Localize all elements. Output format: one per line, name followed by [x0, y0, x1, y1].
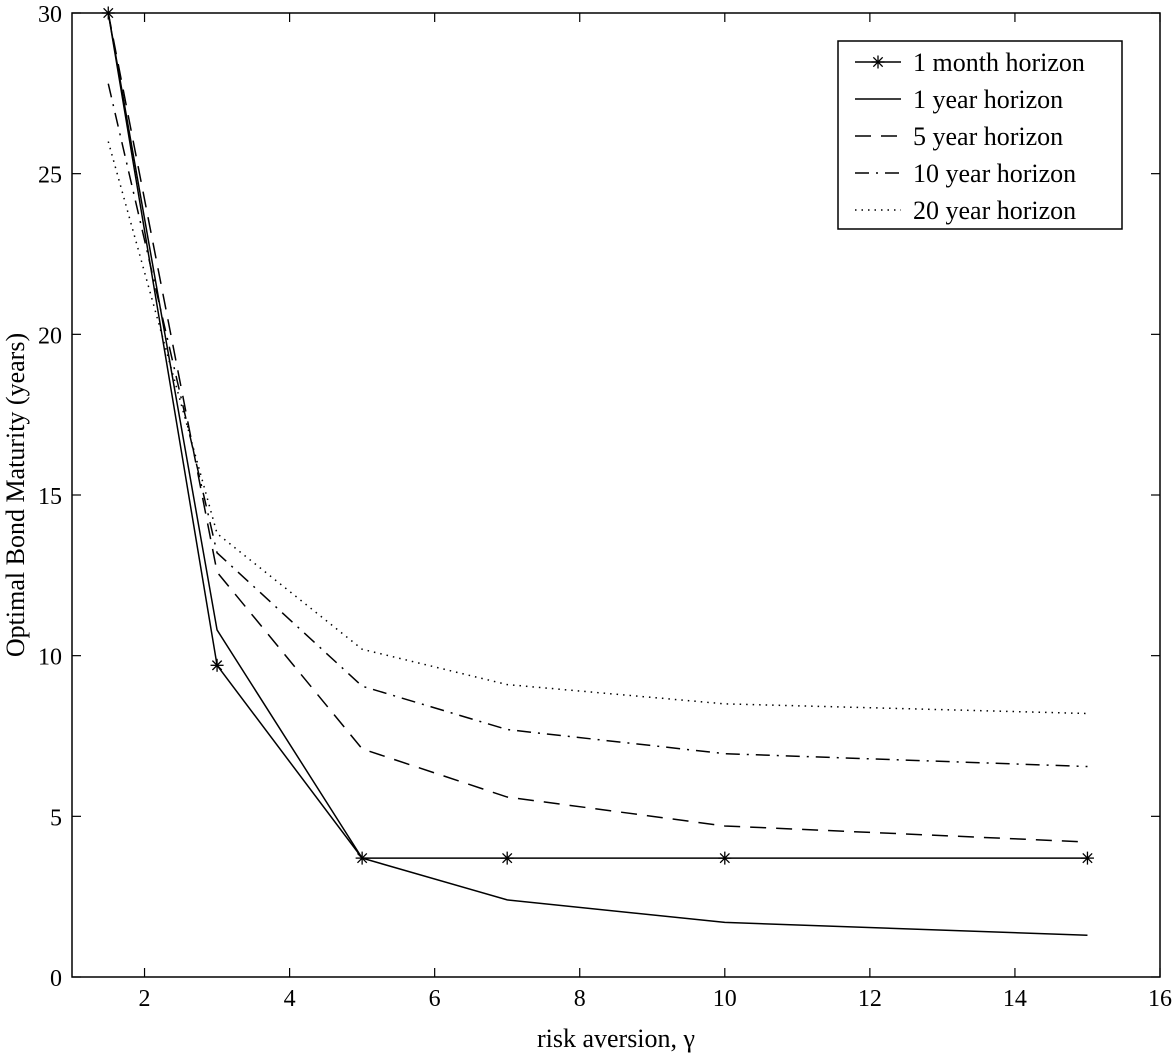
legend-entry: 1 month horizon — [855, 48, 1085, 77]
series-line — [107, 12, 1088, 843]
data-point-star — [103, 7, 114, 19]
y-tick-label: 15 — [38, 484, 62, 510]
legend-entry: 20 year horizon — [855, 196, 1076, 225]
series-3 — [107, 12, 1088, 843]
legend-label: 1 year horizon — [913, 85, 1063, 114]
data-point-star — [502, 852, 513, 864]
legend-entry: 1 year horizon — [855, 85, 1063, 114]
series-layer — [101, 6, 1094, 936]
axis-ticks: 2 4 6 8 10 12 14 16 0 5 10 15 20 25 30 — [38, 2, 1172, 1012]
legend-label: 10 year horizon — [913, 159, 1076, 188]
x-axis-label: risk aversion, γ — [537, 1024, 695, 1053]
x-tick-label: 12 — [858, 986, 882, 1012]
y-tick-label: 30 — [38, 2, 62, 28]
legend-entry: 5 year horizon — [855, 122, 1063, 151]
series-5 — [107, 141, 1088, 715]
series-4 — [107, 83, 1088, 768]
x-tick-label: 10 — [713, 986, 737, 1012]
y-tick-label: 0 — [50, 966, 62, 992]
series-line — [107, 12, 1088, 859]
data-point-star — [1082, 852, 1093, 864]
y-tick-label: 5 — [50, 805, 62, 831]
y-tick-label: 10 — [38, 645, 62, 671]
series-line — [107, 83, 1088, 768]
x-tick-label: 8 — [574, 986, 586, 1012]
x-tick-label: 6 — [429, 986, 441, 1012]
data-point-star — [211, 660, 223, 671]
x-tick-label: 2 — [139, 986, 151, 1012]
legend-label: 20 year horizon — [913, 196, 1076, 225]
legend-box — [837, 40, 1123, 230]
y-tick-label: 20 — [38, 323, 62, 349]
legend-label: 1 month horizon — [913, 48, 1085, 77]
y-axis-label: Optimal Bond Maturity (years) — [1, 333, 30, 657]
x-tick-label: 16 — [1148, 986, 1172, 1012]
data-point-star — [719, 852, 730, 864]
x-tick-label: 14 — [1003, 986, 1027, 1012]
series-line — [107, 12, 1088, 936]
series-1 — [101, 6, 1094, 865]
legend: 1 month horizon 1 year horizon 5 year hori… — [837, 40, 1123, 230]
y-tick-label: 25 — [38, 163, 62, 189]
legend-label: 5 year horizon — [913, 122, 1063, 151]
series-2 — [107, 12, 1088, 936]
legend-entry: 10 year horizon — [855, 159, 1076, 188]
series-line — [107, 141, 1088, 715]
x-tick-label: 4 — [284, 986, 296, 1012]
legend-star-marker — [872, 56, 884, 68]
